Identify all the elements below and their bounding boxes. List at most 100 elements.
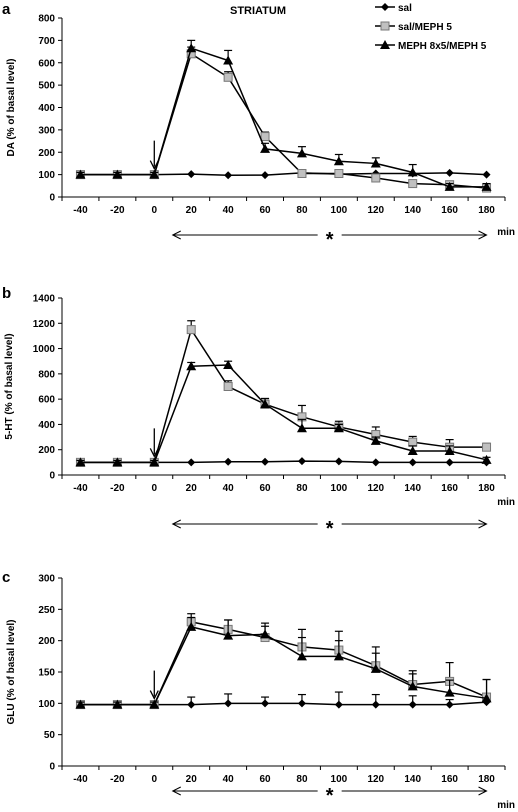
x-tick-label: 40 — [223, 483, 235, 494]
data-point-diamond — [187, 170, 196, 179]
x-tick-label: 140 — [404, 483, 421, 494]
data-point-diamond — [261, 457, 270, 466]
series-meph-8x5-meph-5 — [75, 39, 492, 191]
y-tick-label: 500 — [38, 81, 55, 92]
significance-arrow-right-head — [478, 230, 488, 240]
data-point-diamond — [187, 700, 196, 709]
y-tick-label: 300 — [38, 125, 55, 136]
x-tick-label: 160 — [441, 774, 458, 785]
data-point-triangle — [75, 169, 86, 179]
legend-diamond-marker — [381, 3, 389, 11]
data-point-triangle — [149, 457, 160, 467]
y-tick-label: 800 — [38, 369, 55, 380]
data-point-diamond — [297, 457, 306, 466]
data-point-diamond — [261, 171, 270, 180]
y-tick-label: 1000 — [33, 344, 56, 355]
x-tick-label: 20 — [186, 774, 198, 785]
x-tick-label: 120 — [367, 205, 384, 216]
data-point-triangle — [370, 158, 381, 168]
data-point-square — [297, 169, 307, 179]
x-tick-label: 160 — [441, 205, 458, 216]
x-tick-label: -40 — [73, 483, 88, 494]
x-tick-label: 140 — [404, 205, 421, 216]
x-unit-label: min — [497, 227, 515, 238]
y-tick-label: 200 — [38, 445, 55, 456]
data-point-diamond — [371, 700, 380, 709]
panel-letter: a — [2, 1, 11, 18]
x-tick-label: 180 — [478, 483, 495, 494]
x-tick-label: 60 — [259, 205, 271, 216]
data-point-triangle — [333, 156, 344, 166]
x-tick-label: 0 — [152, 205, 158, 216]
y-tick-label: 50 — [44, 730, 56, 741]
data-point-triangle — [260, 399, 271, 409]
series-line — [80, 364, 487, 464]
series-line — [80, 52, 487, 189]
data-point-triangle — [333, 651, 344, 661]
x-tick-label: 100 — [331, 483, 348, 494]
series-sal-meph-5 — [75, 46, 492, 193]
data-point-diamond — [224, 457, 233, 466]
data-point-diamond — [408, 700, 417, 709]
data-point-triangle — [481, 181, 492, 191]
y-axis-label: GLU (% of basal level) — [6, 619, 17, 724]
series-sal-meph-5 — [75, 320, 492, 467]
injection-arrow-head — [149, 690, 159, 701]
x-tick-label: 120 — [367, 483, 384, 494]
y-tick-label: 0 — [49, 471, 55, 482]
chart-panel-b: b5-HT (% of basal level)0200400600800100… — [2, 285, 515, 540]
data-point-triangle — [149, 699, 160, 709]
data-point-triangle — [149, 169, 160, 179]
significance-arrow-left-head — [171, 519, 181, 529]
y-tick-label: 400 — [38, 420, 55, 431]
data-point-triangle — [186, 361, 197, 371]
data-point-triangle — [444, 445, 455, 455]
significance-arrow-right-head — [478, 786, 488, 796]
data-point-square — [223, 72, 233, 82]
data-point-triangle — [370, 663, 381, 673]
y-tick-label: 0 — [49, 193, 55, 204]
x-tick-label: -20 — [110, 483, 125, 494]
series-meph-8x5-meph-5 — [75, 616, 492, 709]
data-point-triangle — [112, 699, 123, 709]
data-point-triangle — [260, 143, 271, 153]
data-point-diamond — [334, 457, 343, 466]
data-point-square — [260, 132, 270, 142]
data-point-diamond — [187, 458, 196, 467]
data-point-triangle — [407, 167, 418, 177]
legend-label-meph8x5-meph5: MEPH 8x5/MEPH 5 — [398, 41, 487, 52]
data-point-diamond — [334, 700, 343, 709]
data-point-triangle — [481, 454, 492, 464]
x-tick-label: 180 — [478, 205, 495, 216]
x-tick-label: 100 — [331, 774, 348, 785]
x-tick-label: 80 — [296, 205, 308, 216]
data-point-square — [186, 325, 196, 335]
series-line — [80, 47, 487, 188]
x-tick-label: -40 — [73, 205, 88, 216]
x-tick-label: -20 — [110, 774, 125, 785]
series-sal-meph-5 — [75, 613, 492, 710]
significance-arrow-left-head — [171, 786, 181, 796]
significance-star-background — [317, 515, 342, 533]
series-meph-8x5-meph-5 — [75, 360, 492, 467]
significance-arrow-left-head — [171, 230, 181, 240]
y-tick-label: 150 — [38, 668, 55, 679]
y-tick-label: 0 — [49, 762, 55, 773]
x-tick-label: 60 — [259, 483, 271, 494]
x-unit-label: min — [497, 497, 515, 508]
significance-star: * — [326, 229, 334, 251]
data-point-triangle — [75, 699, 86, 709]
data-point-diamond — [297, 699, 306, 708]
series-line — [80, 327, 487, 464]
legend-label-sal-meph5: sal/MEPH 5 — [398, 22, 452, 33]
legend-triangle-marker — [380, 40, 390, 49]
series-sal — [76, 691, 491, 709]
x-tick-label: 0 — [152, 774, 158, 785]
data-point-triangle — [481, 693, 492, 703]
x-tick-label: 100 — [331, 205, 348, 216]
panel-letter: c — [2, 569, 10, 586]
x-tick-label: 140 — [404, 774, 421, 785]
data-point-triangle — [333, 423, 344, 433]
panel-letter: b — [2, 285, 11, 302]
